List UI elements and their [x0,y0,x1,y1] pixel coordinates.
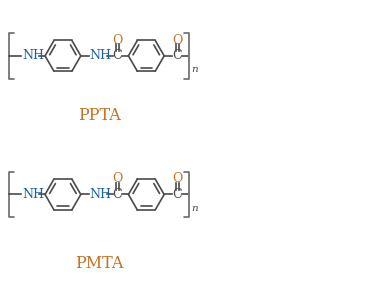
Text: n: n [191,204,197,213]
Text: PPTA: PPTA [78,107,121,124]
Text: C: C [113,188,122,201]
Text: O: O [112,172,123,185]
Text: O: O [172,34,182,47]
Text: PMTA: PMTA [75,255,123,272]
Text: NH: NH [90,188,112,201]
Text: NH: NH [90,49,112,62]
Text: C: C [172,188,182,201]
Text: NH: NH [22,188,44,201]
Text: O: O [172,172,182,185]
Text: C: C [172,49,182,62]
Text: NH: NH [22,49,44,62]
Text: O: O [112,34,123,47]
Text: C: C [113,49,122,62]
Text: n: n [191,65,197,74]
